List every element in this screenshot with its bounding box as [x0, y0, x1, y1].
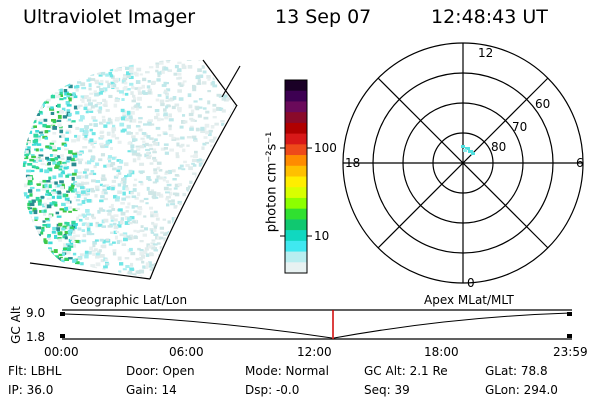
colorbar-swatch	[285, 208, 307, 220]
timeline-right-label: Apex MLat/MLT	[424, 293, 514, 307]
colorbar-swatch	[285, 144, 307, 156]
polar-mlt-0: 0	[467, 276, 475, 290]
filter-readout: Flt: LBHL	[8, 364, 62, 378]
polar-lat-80: 80	[491, 140, 507, 154]
polar-lat-60: 60	[535, 97, 551, 111]
timeline-plot	[60, 309, 572, 340]
altitude-curve-right	[333, 312, 571, 339]
colorbar-swatch	[285, 165, 307, 178]
colorbar-swatch	[285, 219, 307, 231]
uv-image	[22, 60, 235, 278]
instrument-title: Ultraviolet Imager	[23, 6, 196, 28]
colorbar-swatch	[285, 240, 307, 253]
gc-alt-readout: GC Alt: 2.1 Re	[364, 364, 448, 378]
timeline-x-1200: 12:00	[297, 345, 332, 359]
dsp-readout: Dsp: -0.0	[245, 383, 300, 397]
image-frame-edges	[29, 59, 241, 280]
timeline-x-0600: 06:00	[169, 345, 204, 359]
color-scale-bar	[285, 80, 307, 274]
timeline-y-min: 1.8	[26, 330, 46, 344]
timeline-x-0000: 00:00	[44, 345, 79, 359]
time-label: 12:48:43 UT	[431, 6, 548, 28]
colorbar-swatch	[285, 101, 307, 113]
colorbar-swatch	[285, 262, 307, 274]
timeline-y-max: 9.0	[26, 306, 46, 320]
polar-lat-70: 70	[512, 120, 528, 134]
date-label: 13 Sep 07	[275, 6, 372, 28]
glat-readout: GLat: 78.8	[485, 364, 548, 378]
colorbar-swatch	[285, 187, 307, 199]
polar-mlt-6: 6	[576, 156, 584, 170]
colorbar-frame	[284, 79, 308, 274]
polar-mlt-18: 18	[345, 156, 361, 170]
colorbar-label-100: 100	[314, 141, 337, 155]
timeline-axis-label: GC Alt	[9, 306, 23, 344]
timeline-x-1800: 18:00	[424, 345, 459, 359]
polar-plot	[342, 42, 584, 284]
colorbar-swatch	[285, 176, 307, 188]
colorbar-ticks	[280, 147, 312, 237]
glon-readout: GLon: 294.0	[485, 383, 558, 397]
polar-aurora-blob	[461, 145, 475, 155]
colorbar-swatch	[285, 251, 307, 263]
colorbar-swatch	[285, 122, 307, 135]
colorbar-swatch	[285, 112, 307, 124]
colorbar-swatch	[285, 90, 307, 103]
colorbar-swatch	[285, 197, 307, 210]
colorbar-unit-label: photon cm⁻²s⁻¹	[264, 131, 280, 233]
door-readout: Door: Open	[126, 364, 195, 378]
polar-mlt-12: 12	[478, 46, 494, 60]
seq-readout: Seq: 39	[364, 383, 410, 397]
altitude-curve-left	[64, 313, 333, 339]
ip-readout: IP: 36.0	[8, 383, 54, 397]
colorbar-swatch	[285, 133, 307, 145]
gain-readout: Gain: 14	[126, 383, 177, 397]
colorbar-label-10: 10	[314, 229, 330, 243]
colorbar-swatch	[285, 155, 307, 167]
timeline-left-label: Geographic Lat/Lon	[70, 293, 188, 307]
colorbar-swatch	[285, 230, 307, 242]
mode-readout: Mode: Normal	[245, 364, 329, 378]
colorbar-swatch	[285, 80, 307, 92]
timeline-x-2359: 23:59	[553, 345, 588, 359]
